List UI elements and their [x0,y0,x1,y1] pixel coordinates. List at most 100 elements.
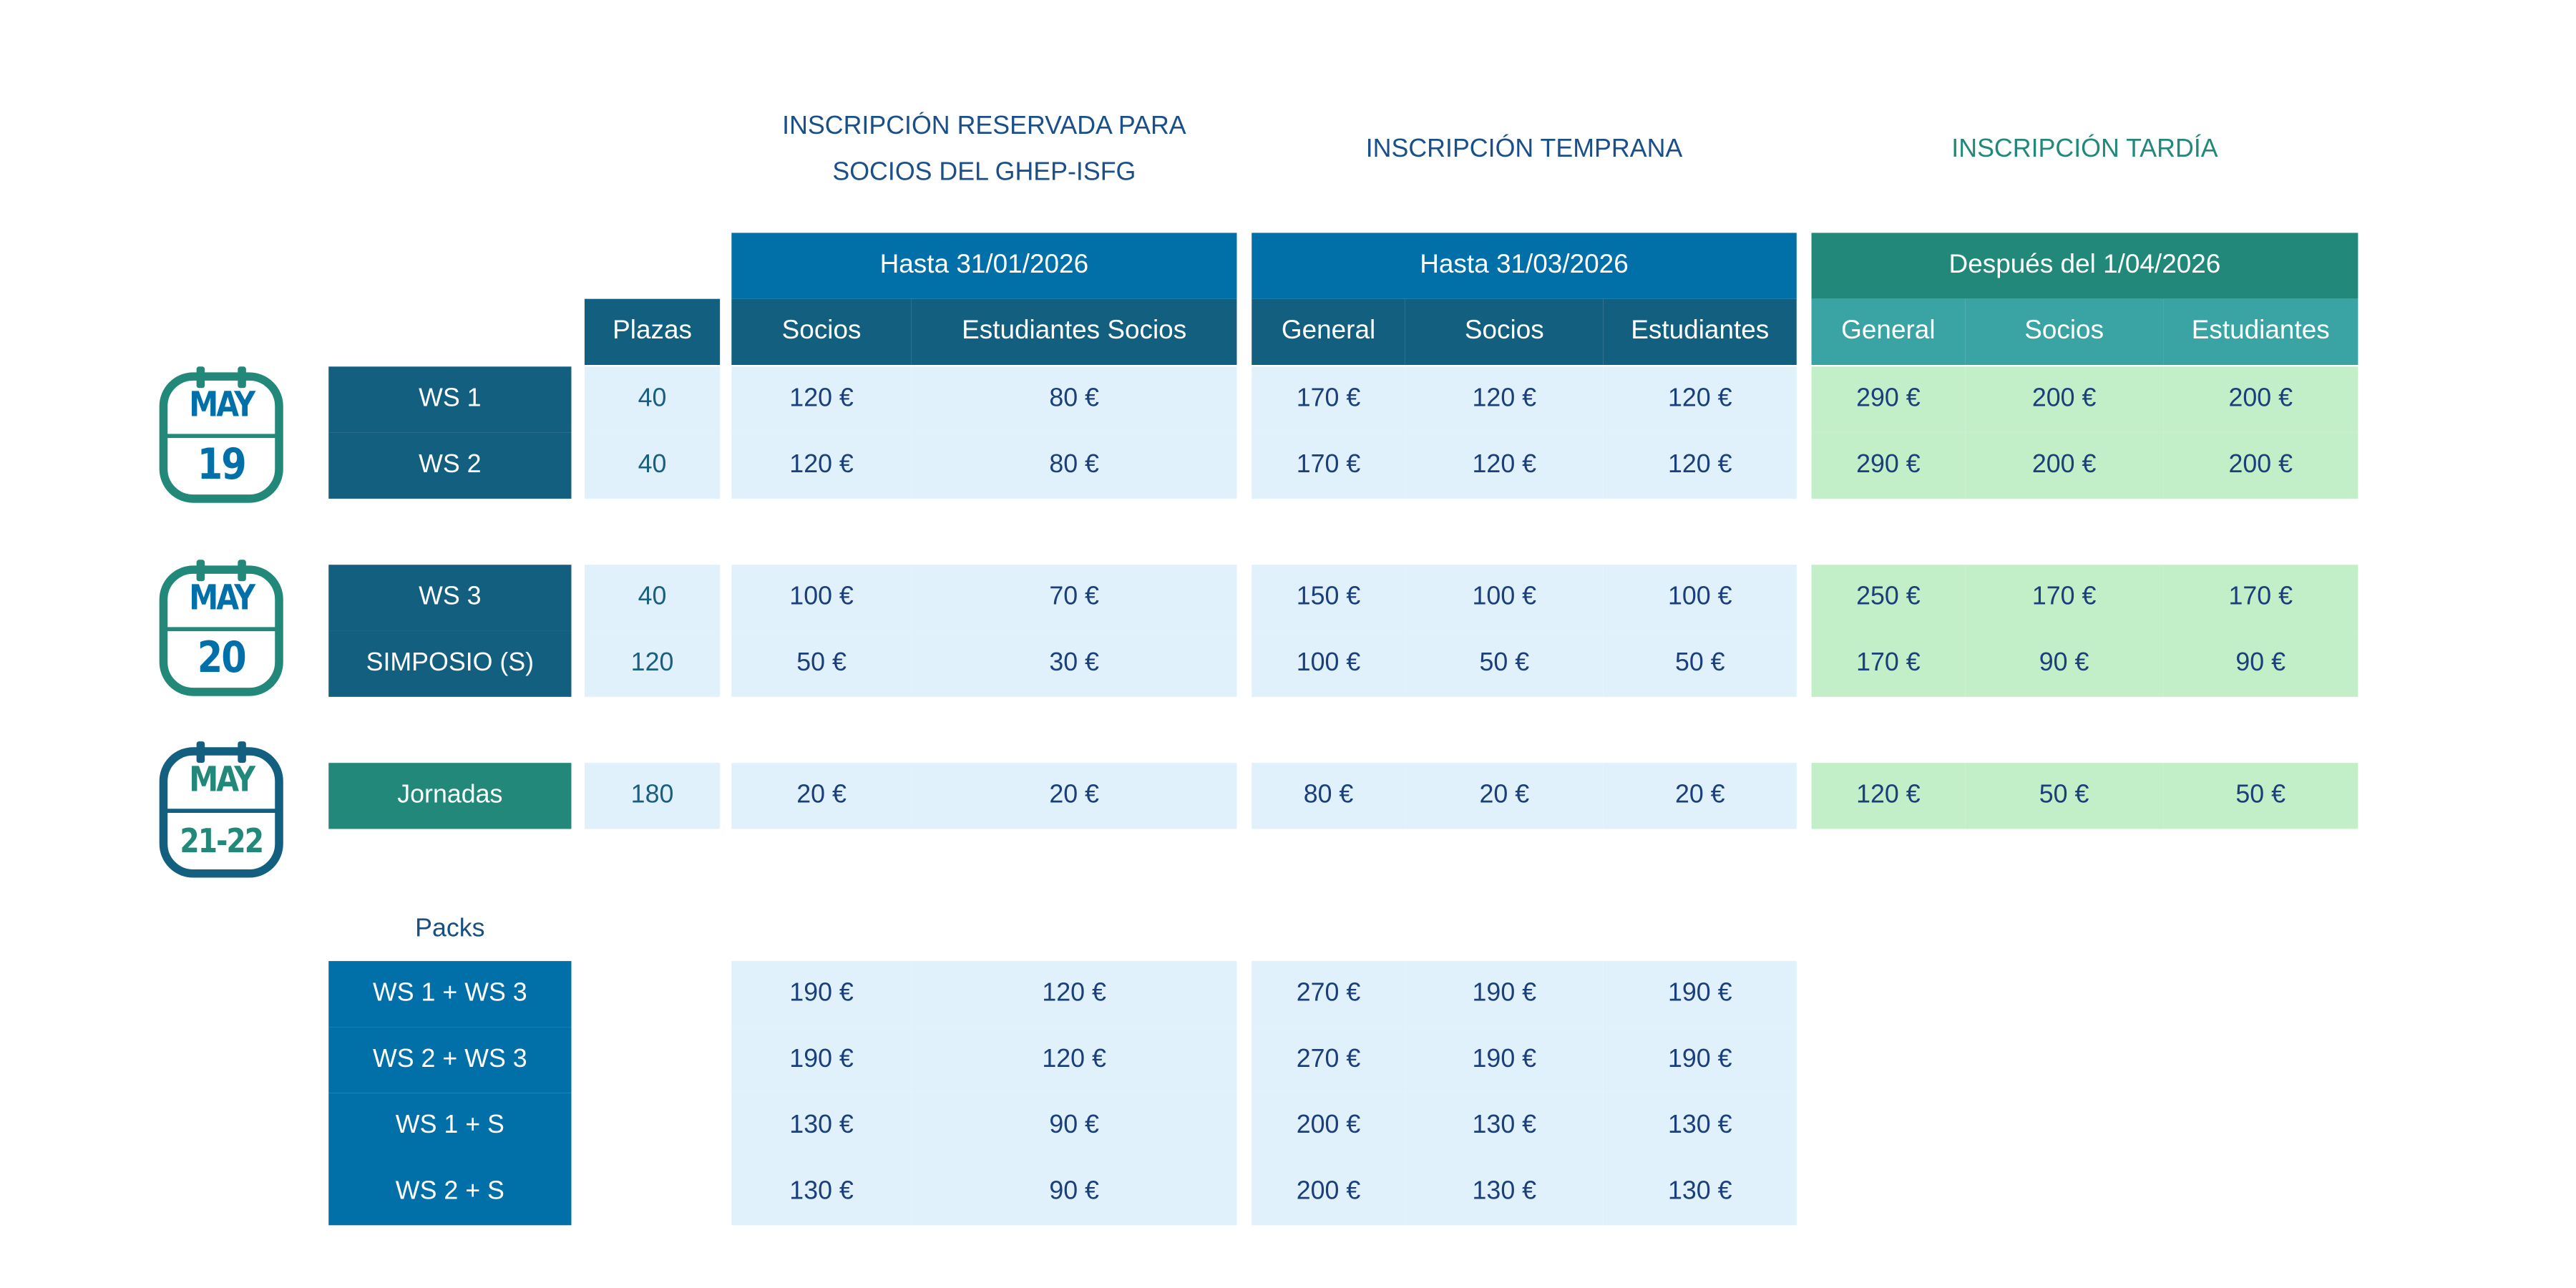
price-cell: 100 € [1252,630,1405,697]
date-band: Hasta 31/01/2026 [731,233,1237,299]
section-title: INSCRIPCIÓN RESERVADA PARA SOCIOS DEL GHE… [698,99,1269,201]
price-cell: 170 € [1252,366,1405,433]
pack-label: WS 2 + WS 3 [328,1027,572,1093]
calendar-month: MAY [189,759,255,799]
calendar-day: 20 [197,634,247,684]
price-cell: 190 € [1405,961,1604,1028]
price-cell: 100 € [1405,565,1604,631]
price-cell: 200 € [2163,432,2358,499]
row-label: WS 2 [328,432,572,499]
plazas-value: 180 [584,763,721,829]
price-cell: 90 € [911,1159,1237,1226]
price-cell: 130 € [1603,1093,1797,1160]
price-cell: 170 € [1252,432,1405,499]
price-cell: 250 € [1811,565,1966,631]
price-cell: 120 € [731,432,912,499]
price-cell: 80 € [911,432,1237,499]
price-cell: 120 € [1603,432,1797,499]
calendar-icon: MAY 19 [157,364,286,505]
price-cell: 200 € [2163,366,2358,433]
column-header: General [1252,298,1405,366]
price-cell: 130 € [731,1159,912,1226]
column-header: Estudiantes [2163,298,2358,366]
calendar-frame-icon [159,366,283,503]
calendar-frame-icon [159,741,283,878]
section-title-line: INSCRIPCIÓN TEMPRANA [1365,135,1683,164]
price-cell: 130 € [1603,1159,1797,1226]
date-band: Después del 1/04/2026 [1811,233,2358,299]
row-label: Jornadas [328,763,572,829]
pack-label: WS 1 + WS 3 [328,961,572,1028]
price-cell: 90 € [911,1093,1237,1160]
price-cell: 50 € [1965,763,2164,829]
price-cell: 90 € [1965,630,2164,697]
price-cell: 150 € [1252,565,1405,631]
row-label: SIMPOSIO (S) [328,630,572,697]
price-cell: 270 € [1252,961,1405,1028]
price-cell: 200 € [1252,1093,1405,1160]
price-cell: 20 € [1603,763,1797,829]
section-title-line: INSCRIPCIÓN TARDÍA [1951,135,2218,164]
price-cell: 170 € [2163,565,2358,631]
plazas-value: 40 [584,565,721,631]
row-label: WS 1 [328,366,572,433]
price-cell: 120 € [1405,366,1604,433]
plazas-value: 40 [584,366,721,433]
price-cell: 120 € [911,1027,1237,1093]
price-cell: 200 € [1965,366,2164,433]
price-cell: 130 € [1405,1159,1604,1226]
date-band: Hasta 31/03/2026 [1252,233,1797,299]
price-cell: 120 € [1405,432,1604,499]
price-cell: 20 € [731,763,912,829]
packs-title: Packs [415,914,485,943]
price-cell: 190 € [731,1027,912,1093]
plazas-value: 120 [584,630,721,697]
column-header: General [1811,298,1966,366]
calendar-icon: MAY 21-22 [157,738,286,880]
price-cell: 120 € [911,961,1237,1028]
pack-label: WS 2 + S [328,1159,572,1226]
calendar-day: 21-22 [180,820,264,861]
price-cell: 100 € [1603,565,1797,631]
pack-label: WS 1 + S [328,1093,572,1160]
price-cell: 130 € [1405,1093,1604,1160]
price-cell: 290 € [1811,366,1966,433]
price-cell: 120 € [1603,366,1797,433]
price-cell: 50 € [1405,630,1604,697]
column-header: Estudiantes Socios [911,298,1237,366]
calendar-month: MAY [189,384,255,425]
calendar-frame-icon [159,560,283,696]
section-title: INSCRIPCIÓN TEMPRANA [1219,99,1830,201]
column-header: Socios [1405,298,1604,366]
calendar-day: 19 [197,441,247,491]
price-cell: 50 € [731,630,912,697]
price-cell: 190 € [1405,1027,1604,1093]
price-cell: 90 € [2163,630,2358,697]
price-cell: 190 € [1603,961,1797,1028]
column-header: Socios [1965,298,2164,366]
column-header: Socios [731,298,912,366]
price-cell: 80 € [1252,763,1405,829]
price-cell: 30 € [911,630,1237,697]
column-header: Estudiantes [1603,298,1797,366]
price-cell: 200 € [1252,1159,1405,1226]
price-cell: 200 € [1965,432,2164,499]
price-cell: 170 € [1811,630,1966,697]
price-cell: 20 € [1405,763,1604,829]
price-cell: 50 € [1603,630,1797,697]
price-cell: 190 € [1603,1027,1797,1093]
price-cell: 170 € [1965,565,2164,631]
section-title-line: INSCRIPCIÓN RESERVADA PARA [782,112,1186,141]
price-cell: 270 € [1252,1027,1405,1093]
section-title: INSCRIPCIÓN TARDÍA [1778,99,2391,201]
price-cell: 100 € [731,565,912,631]
price-cell: 120 € [1811,763,1966,829]
calendar-month: MAY [189,577,255,618]
price-cell: 290 € [1811,432,1966,499]
price-cell: 190 € [731,961,912,1028]
price-cell: 120 € [731,366,912,433]
plazas-value: 40 [584,432,721,499]
price-cell: 70 € [911,565,1237,631]
price-cell: 20 € [911,763,1237,829]
